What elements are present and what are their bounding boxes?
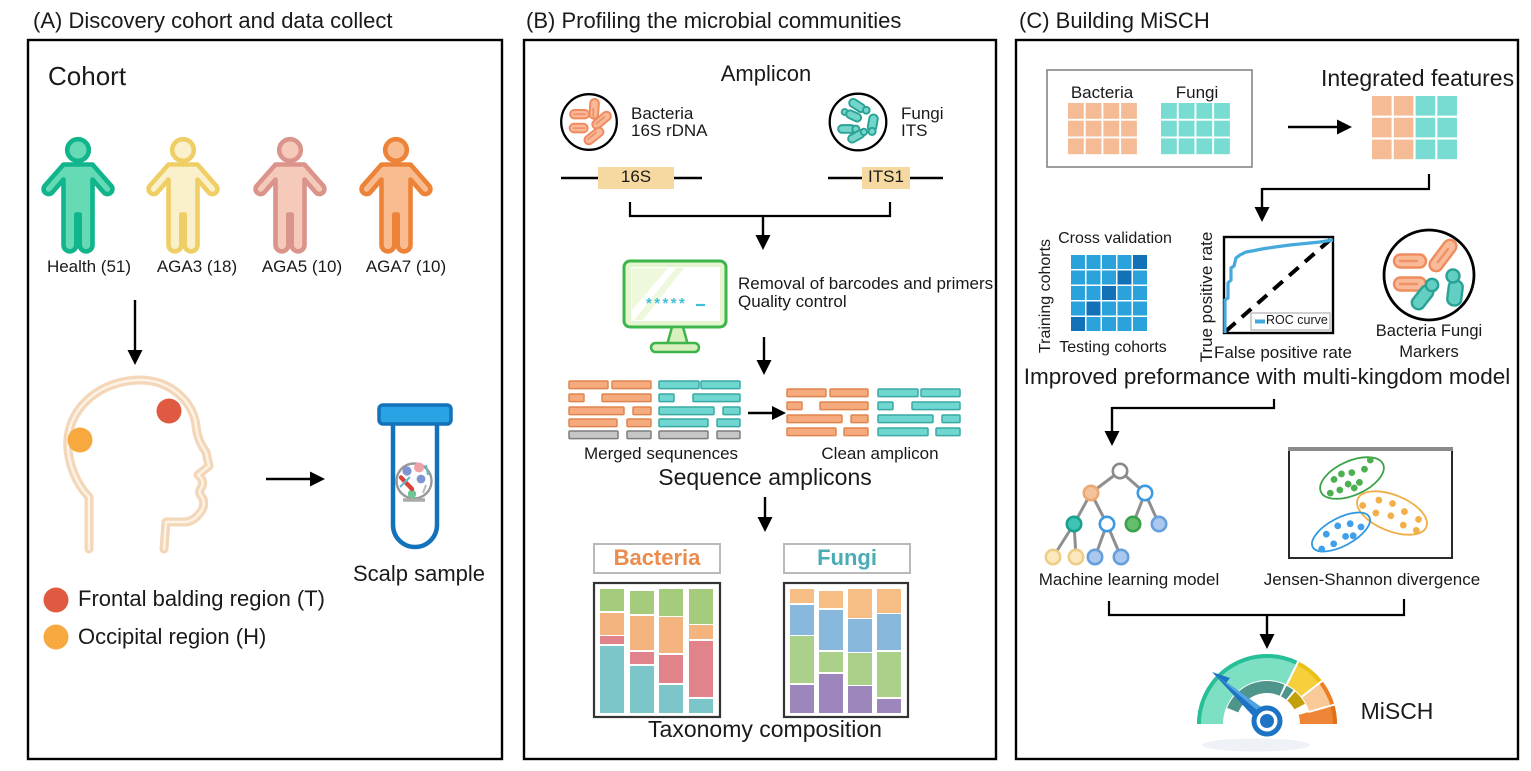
svg-text:*****: *****	[646, 295, 687, 312]
